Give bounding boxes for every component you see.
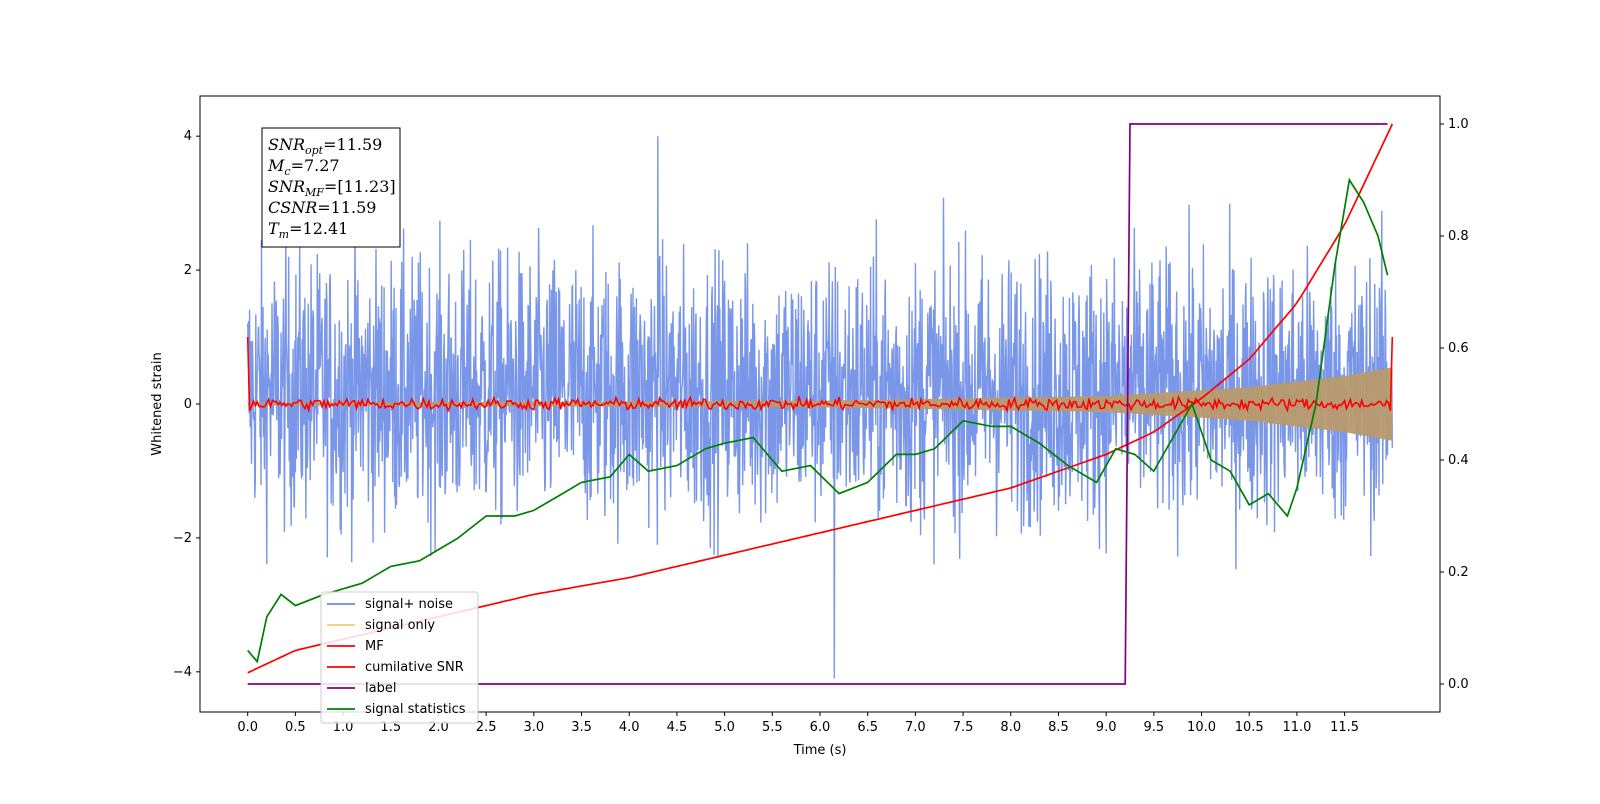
x-tick-label: 4.0 (619, 720, 640, 735)
x-tick-label: 0.5 (285, 720, 306, 735)
x-tick-label: 11.0 (1282, 720, 1311, 735)
legend-label: label (365, 681, 396, 696)
y-right-tick-label: 0.6 (1448, 341, 1469, 356)
x-tick-label: 3.0 (524, 720, 545, 735)
x-axis-label: Time (s) (793, 743, 847, 758)
x-axis-ticks: 0.0 0.5 1.0 1.5 2.0 2.5 3.0 3.5 4.0 4.5 5.0 5.5 6.0 6… (237, 712, 1359, 735)
y-axis-left-ticks: 4 2 0 −2 −4 (173, 129, 200, 680)
x-tick-label: 2.5 (476, 720, 497, 735)
legend-label: cumilative SNR (365, 660, 464, 675)
x-tick-label: 4.5 (667, 720, 688, 735)
info-box-line: CSNR=11.59 (268, 198, 376, 217)
x-tick-label: 1.5 (380, 720, 401, 735)
y-axis-label: Whitened strain (150, 352, 165, 455)
info-box-line: Mc=7.27 (267, 156, 340, 178)
y-right-tick-label: 0.0 (1448, 677, 1469, 692)
y-left-tick-label: 4 (184, 129, 192, 144)
series-line-label (247, 123, 1388, 685)
info-box-line: SNRMF=[11.23] (268, 177, 396, 199)
legend-label: signal statistics (365, 702, 466, 717)
series-line-mf (246, 336, 1394, 414)
x-tick-label: 5.5 (762, 720, 783, 735)
legend: signal+ noise signal only MF cumilative SNR… (320, 591, 479, 724)
y-left-tick-label: −2 (173, 531, 192, 546)
y-right-tick-label: 0.8 (1448, 229, 1469, 244)
x-tick-label: 9.0 (1096, 720, 1117, 735)
y-axis-right-ticks: 1.0 0.8 0.6 0.4 0.2 0.0 (1440, 117, 1469, 692)
series-line-signal-statistics (247, 177, 1389, 664)
x-tick-label: 9.5 (1144, 720, 1165, 735)
x-tick-label: 3.5 (571, 720, 592, 735)
info-box: SNRopt=11.59Mc=7.27SNRMF=[11.23]CSNR=11.… (261, 127, 401, 248)
x-tick-label: 8.0 (1000, 720, 1021, 735)
y-left-tick-label: 0 (184, 397, 192, 412)
legend-label: signal+ noise (365, 597, 453, 612)
y-right-tick-label: 0.4 (1448, 453, 1469, 468)
y-left-tick-label: 2 (184, 263, 192, 278)
y-left-tick-label: −4 (173, 665, 192, 680)
x-tick-label: 6.5 (857, 720, 878, 735)
info-box-line: Tm=12.41 (268, 219, 348, 241)
x-tick-label: 7.5 (953, 720, 974, 735)
legend-frame (320, 591, 479, 724)
x-tick-label: 10.0 (1187, 720, 1216, 735)
info-box-line: SNRopt=11.59 (268, 135, 382, 157)
y-right-tick-label: 0.2 (1448, 565, 1469, 580)
x-tick-label: 7.0 (905, 720, 926, 735)
legend-label: signal only (365, 618, 435, 633)
info-box-frame (261, 127, 401, 248)
x-tick-label: 0.0 (237, 720, 258, 735)
x-tick-label: 5.0 (714, 720, 735, 735)
x-tick-label: 1.0 (333, 720, 354, 735)
legend-label: MF (365, 639, 384, 654)
x-tick-label: 8.5 (1048, 720, 1069, 735)
x-tick-label: 11.5 (1330, 720, 1359, 735)
x-tick-label: 2.0 (428, 720, 449, 735)
y-right-tick-label: 1.0 (1448, 117, 1469, 132)
x-tick-label: 10.5 (1235, 720, 1264, 735)
x-tick-label: 6.0 (810, 720, 831, 735)
